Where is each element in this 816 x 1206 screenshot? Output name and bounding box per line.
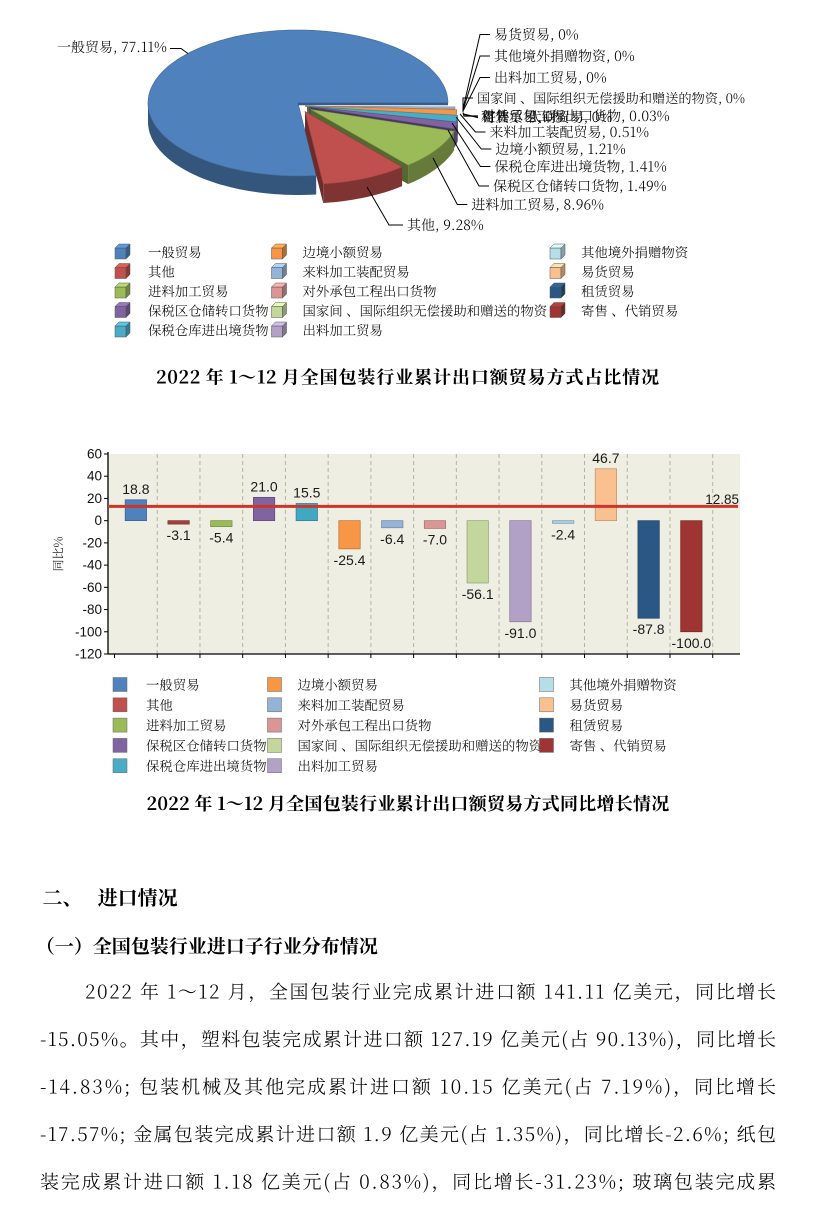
svg-text:-91.0: -91.0 bbox=[504, 625, 536, 641]
svg-text:-40: -40 bbox=[82, 558, 102, 573]
svg-text:-100.0: -100.0 bbox=[672, 635, 712, 651]
svg-text:-60: -60 bbox=[82, 580, 102, 595]
svg-text:-2.4: -2.4 bbox=[551, 526, 575, 542]
svg-text:40: 40 bbox=[87, 469, 102, 484]
svg-text:15.5: 15.5 bbox=[293, 484, 320, 500]
svg-text:20: 20 bbox=[87, 491, 102, 506]
svg-text:-5.4: -5.4 bbox=[209, 530, 233, 546]
svg-text:-120: -120 bbox=[75, 647, 102, 662]
svg-text:-25.4: -25.4 bbox=[334, 552, 366, 568]
svg-text:46.7: 46.7 bbox=[592, 450, 619, 466]
svg-text:0: 0 bbox=[94, 513, 102, 528]
svg-text:18.8: 18.8 bbox=[122, 481, 149, 497]
svg-text:-87.8: -87.8 bbox=[633, 621, 665, 637]
svg-text:-20: -20 bbox=[82, 535, 102, 550]
svg-text:60: 60 bbox=[87, 447, 102, 462]
svg-text:12.85: 12.85 bbox=[705, 492, 739, 507]
svg-text:-6.4: -6.4 bbox=[380, 531, 404, 547]
svg-text:-56.1: -56.1 bbox=[462, 586, 494, 602]
svg-text:-7.0: -7.0 bbox=[423, 531, 447, 547]
svg-text:-100: -100 bbox=[75, 624, 102, 639]
svg-text:-3.1: -3.1 bbox=[167, 527, 191, 543]
svg-text:21.0: 21.0 bbox=[250, 478, 277, 494]
svg-text:-80: -80 bbox=[82, 602, 102, 617]
